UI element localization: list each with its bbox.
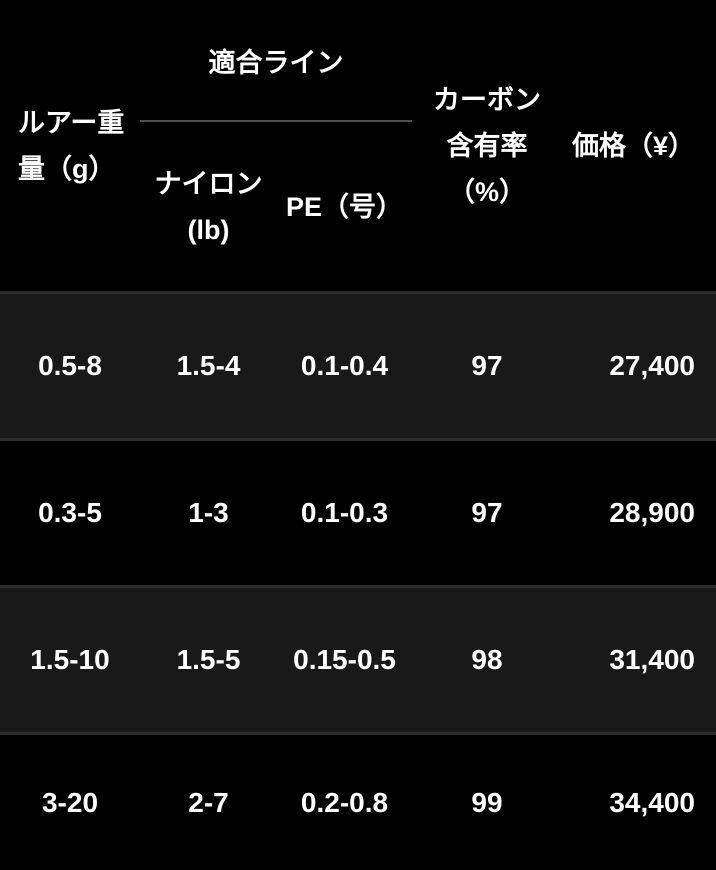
cell-nylon: 1.5-5 [176, 644, 241, 675]
header-line-group-label: 適合ライン [140, 0, 412, 122]
header-pe: PE（号） [277, 122, 412, 291]
cell-pe: 0.1-0.4 [300, 350, 389, 381]
cell-carbon: 99 [471, 786, 503, 818]
cell-price: 31,400 [609, 644, 695, 675]
cell-carbon: 97 [471, 497, 503, 528]
cell-price: 27,400 [609, 350, 695, 381]
cell-pe: 0.2-0.8 [300, 786, 389, 818]
table-header-row: ルアー重 量（g） 適合ライン ナイロン (lb) PE（号） カーボン 含有率… [0, 0, 716, 291]
table-row: 3-20 2-7 0.2-0.8 99 34,400 [0, 732, 716, 870]
header-nylon-line1: ナイロン [154, 168, 263, 199]
header-carbon-line2: 含有率 [446, 130, 528, 161]
table-row: 0.3-5 1-3 0.1-0.3 97 28,900 [0, 438, 716, 585]
cell-nylon: 1.5-4 [176, 350, 241, 381]
header-lure-weight-line2: 量（g） [18, 153, 116, 184]
cell-nylon: 2-7 [188, 786, 229, 818]
cell-price: 34,400 [609, 786, 695, 818]
table-row: 0.5-8 1.5-4 0.1-0.4 97 27,400 [0, 291, 716, 438]
cell-lure-weight: 0.5-8 [38, 350, 102, 381]
header-lure-weight: ルアー重 量（g） [0, 0, 140, 291]
cell-nylon: 1-3 [188, 497, 229, 528]
header-carbon-line3: （%） [447, 176, 526, 207]
line-group-text: 適合ライン [208, 47, 344, 78]
header-price: 価格（¥） [562, 0, 716, 291]
cell-carbon: 97 [471, 350, 503, 381]
header-line-group: 適合ライン ナイロン (lb) PE（号） [140, 0, 412, 291]
cell-carbon: 98 [471, 644, 503, 675]
header-carbon-line1: カーボン [433, 84, 541, 115]
header-nylon-line2: (lb) [187, 214, 230, 245]
cell-pe: 0.1-0.3 [300, 497, 389, 528]
cell-lure-weight: 1.5-10 [30, 644, 110, 675]
cell-price: 28,900 [609, 497, 695, 528]
header-line-subcolumns: ナイロン (lb) PE（号） [140, 122, 412, 291]
cell-lure-weight: 3-20 [41, 786, 99, 818]
header-pe-label: PE（号） [285, 191, 404, 222]
cell-pe: 0.15-0.5 [293, 644, 396, 675]
header-nylon: ナイロン (lb) [140, 122, 277, 291]
header-lure-weight-line1: ルアー重 [18, 107, 125, 138]
table-row: 1.5-10 1.5-5 0.15-0.5 98 31,400 [0, 585, 716, 732]
header-carbon: カーボン 含有率 （%） [412, 0, 562, 291]
cell-lure-weight: 0.3-5 [38, 497, 102, 528]
header-price-label: 価格（¥） [571, 130, 695, 161]
